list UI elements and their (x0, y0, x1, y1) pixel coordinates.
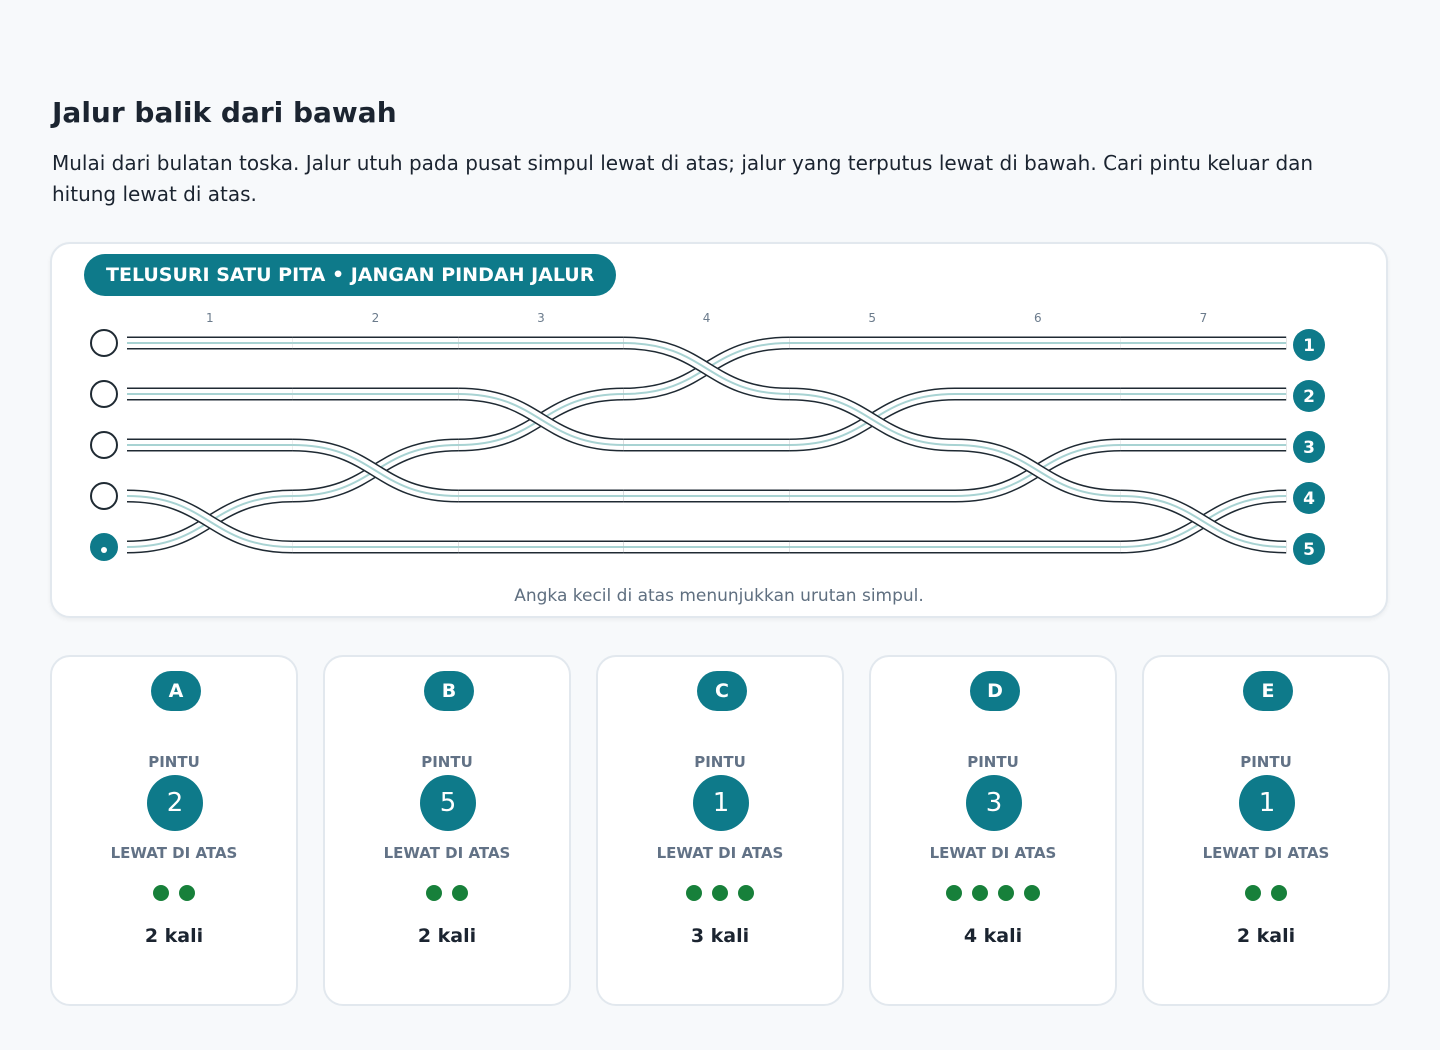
door-label: PINTU (967, 753, 1019, 771)
door-number: 5 (420, 775, 476, 831)
over-text: 4 kali (963, 925, 1023, 947)
over-dot (998, 885, 1014, 901)
over-dot (738, 885, 754, 901)
door-number: 1 (693, 775, 749, 831)
over-text: 2 kali (1236, 925, 1296, 947)
exit-circle (1293, 329, 1325, 361)
over-text: 2 kali (417, 925, 477, 947)
over-dot (452, 885, 468, 901)
option-card[interactable]: E PINTU 1 LEWAT DI ATAS 2 kali (1142, 655, 1390, 1006)
exit-number: 2 (1303, 387, 1315, 407)
badge: TELUSURI SATU PITA • JANGAN PINDAH JALUR (84, 254, 617, 296)
over-label: LEWAT DI ATAS (1202, 844, 1330, 862)
door-number: 1 (1239, 775, 1295, 831)
over-dots (325, 885, 569, 905)
puzzle-panel: 1 2 3 4 5 6 7 1 2 3 4 5 TELUSURI SATU PITA • JANGAN… (50, 242, 1388, 618)
strand-line (789, 393, 956, 446)
column-number: 5 (868, 311, 876, 325)
option-card[interactable]: A PINTU 2 LEWAT DI ATAS 2 kali (50, 655, 298, 1006)
exit-circle (1293, 533, 1325, 565)
exit-number: 5 (1303, 540, 1315, 560)
over-dots (598, 885, 842, 905)
column-number: 3 (537, 311, 545, 325)
over-label: LEWAT DI ATAS (110, 844, 238, 862)
option-card[interactable]: D PINTU 3 LEWAT DI ATAS 4 kali (869, 655, 1117, 1006)
exit-circle (1293, 431, 1325, 463)
option-card[interactable]: C PINTU 1 LEWAT DI ATAS 3 kali (596, 655, 844, 1006)
description: Mulai dari bulatan toska. Jalur utuh pad… (52, 151, 1314, 206)
over-label: LEWAT DI ATAS (656, 844, 784, 862)
column-number: 6 (1034, 311, 1042, 325)
start-circle (90, 482, 118, 510)
over-dot (1271, 885, 1287, 901)
exit-number: 3 (1303, 438, 1315, 458)
strand-line (1120, 495, 1287, 548)
over-dot (179, 885, 195, 901)
braid: 1 2 3 4 5 6 7 1 2 3 4 5 (90, 311, 1325, 565)
door-label: PINTU (694, 753, 746, 771)
door-label: PINTU (148, 753, 200, 771)
option-letter: C (697, 671, 747, 711)
over-dot (686, 885, 702, 901)
over-dot (972, 885, 988, 901)
exit-circle (1293, 482, 1325, 514)
over-dot (426, 885, 442, 901)
option-letter: E (1243, 671, 1293, 711)
column-number: 2 (372, 311, 380, 325)
door-number: 2 (147, 775, 203, 831)
over-dot (946, 885, 962, 901)
column-number: 7 (1200, 311, 1208, 325)
over-label: LEWAT DI ATAS (383, 844, 511, 862)
title: Jalur balik dari bawah (52, 96, 397, 129)
strand-line (292, 444, 459, 497)
over-dots (871, 885, 1115, 905)
note: Angka kecil di atas menunjukkan urutan s… (514, 586, 924, 606)
over-label: LEWAT DI ATAS (929, 844, 1057, 862)
door-label: PINTU (421, 753, 473, 771)
strand-line (954, 444, 1121, 497)
start-dot (101, 547, 107, 553)
over-dots (52, 885, 296, 905)
over-dot (153, 885, 169, 901)
option-card[interactable]: B PINTU 5 LEWAT DI ATAS 2 kali (323, 655, 571, 1006)
strand-line (126, 495, 293, 548)
door-label: PINTU (1240, 753, 1292, 771)
column-number: 1 (206, 311, 214, 325)
option-letter: D (970, 671, 1020, 711)
start-circle (90, 380, 118, 408)
exit-circle (1293, 380, 1325, 412)
start-circle (90, 329, 118, 357)
start-circle (90, 431, 118, 459)
strand-line (458, 393, 624, 446)
over-dot (1024, 885, 1040, 901)
over-dot (712, 885, 728, 901)
over-text: 3 kali (690, 925, 750, 947)
exit-number: 1 (1303, 336, 1315, 356)
over-dot (1245, 885, 1261, 901)
option-letter: B (424, 671, 474, 711)
column-number: 4 (703, 311, 711, 325)
over-text: 2 kali (144, 925, 204, 947)
exit-number: 4 (1303, 489, 1315, 509)
door-number: 3 (966, 775, 1022, 831)
over-dots (1144, 885, 1388, 905)
strand-line (623, 342, 790, 395)
option-letter: A (151, 671, 201, 711)
